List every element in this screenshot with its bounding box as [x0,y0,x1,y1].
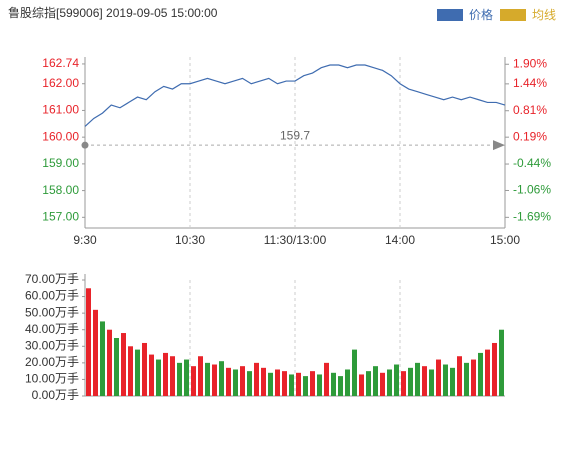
volume-bar [359,374,364,396]
volume-bar [401,371,406,396]
volume-bar [275,369,280,396]
y-tick-label: 70.00万手 [25,272,79,286]
volume-bar [331,372,336,396]
y2-tick-label: 1.90% [513,56,547,70]
volume-bar [128,346,133,396]
volume-bar [107,329,112,396]
y-tick-label: 159.00 [42,156,79,170]
y2-tick-label: -1.69% [513,210,551,224]
legend-swatch [500,9,526,21]
y-tick-label: 0.00万手 [32,388,79,402]
volume-bar [499,329,504,396]
volume-bar [135,349,140,396]
volume-bar [464,362,469,396]
volume-bar [296,372,301,396]
y2-tick-label: 0.19% [513,129,547,143]
volume-bar [310,371,315,396]
volume-bar [170,356,175,396]
volume-bar [184,359,189,396]
volume-bar [100,321,105,396]
chart-title: 鲁股综指[599006] 2019-09-05 15:00:00 [8,5,218,20]
y-tick-label: 10.00万手 [25,372,79,386]
volume-bar [324,362,329,396]
volume-bar [114,338,119,396]
volume-bar [177,362,182,396]
volume-bar [205,362,210,396]
volume-bar [443,364,448,396]
volume-bar [261,367,266,396]
volume-bar [142,342,147,396]
volume-bar [429,369,434,396]
y-tick-label: 161.00 [42,103,79,117]
volume-bar [352,349,357,396]
reference-arrow [493,140,505,151]
volume-bar [233,369,238,396]
volume-bar [394,364,399,396]
y2-tick-label: 0.81% [513,103,547,117]
volume-bar [149,354,154,396]
volume-bar [198,356,203,396]
y-tick-label: 162.00 [42,76,79,90]
y-tick-label: 160.00 [42,129,79,143]
y2-tick-label: -0.44% [513,156,551,170]
volume-bar [163,352,168,396]
volume-bar [86,288,91,396]
x-tick-label: 10:30 [175,233,205,247]
volume-bar [408,367,413,396]
volume-bar [317,374,322,396]
volume-bar [415,362,420,396]
y-tick-label: 50.00万手 [25,305,79,319]
volume-bar [240,366,245,396]
volume-bar [373,366,378,396]
volume-bar [303,376,308,396]
y-tick-label: 60.00万手 [25,289,79,303]
y-tick-label: 158.00 [42,183,79,197]
x-tick-label: 11:30/13:00 [264,233,327,247]
legend-swatch [437,9,463,21]
x-tick-label: 9:30 [73,233,97,247]
volume-bar [471,359,476,396]
volume-bar [226,367,231,396]
reference-dot [81,141,89,149]
volume-bar [338,376,343,396]
volume-bar [121,333,126,396]
x-tick-label: 15:00 [490,233,520,247]
volume-bar [191,366,196,396]
volume-bar [387,369,392,396]
volume-bar [268,372,273,396]
volume-bar [366,371,371,396]
x-tick-label: 14:00 [385,233,415,247]
volume-bar [457,356,462,396]
volume-bar [156,359,161,396]
volume-bar [380,372,385,396]
y-tick-label: 162.74 [42,56,79,70]
volume-bar [450,367,455,396]
volume-bar [219,361,224,396]
price-line [84,64,506,127]
volume-bar [485,349,490,396]
volume-bar [247,371,252,396]
volume-bar [212,364,217,396]
y-tick-label: 157.00 [42,209,79,223]
y-tick-label: 30.00万手 [25,338,79,352]
volume-bar [254,362,259,396]
y2-tick-label: -1.06% [513,183,551,197]
volume-bar [478,352,483,396]
y-tick-label: 40.00万手 [25,322,79,336]
volume-bar [436,359,441,396]
legend-label: 价格 [469,7,493,22]
y-tick-label: 20.00万手 [25,355,79,369]
volume-bar [93,309,98,396]
legend-label: 均线 [532,8,556,22]
volume-bar [289,374,294,396]
volume-bar [345,369,350,396]
y2-tick-label: 1.44% [513,76,547,90]
reference-label: 159.7 [280,128,310,142]
volume-bar [422,366,427,396]
volume-bar [282,371,287,396]
volume-bar [492,342,497,396]
